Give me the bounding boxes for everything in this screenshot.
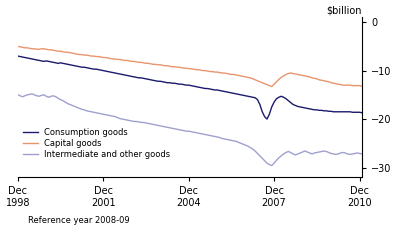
Capital goods [113,58,118,60]
Line: Consumption goods: Consumption goods [18,56,362,119]
Consumption goods [113,72,118,74]
Intermediate and other goods [30,92,35,95]
Capital goods [269,85,274,88]
Consumption goods [217,89,222,92]
Intermediate and other goods [103,113,108,116]
Capital goods [15,45,20,48]
Consumption goods [15,55,20,57]
Intermediate and other goods [115,116,120,119]
Legend: Consumption goods, Capital goods, Intermediate and other goods: Consumption goods, Capital goods, Interm… [22,127,172,160]
Consumption goods [101,69,106,72]
Capital goods [98,56,103,58]
Capital goods [360,85,364,87]
Consumption goods [360,111,364,114]
Text: Reference year 2008-09: Reference year 2008-09 [28,216,129,225]
Intermediate and other goods [191,131,196,133]
Intermediate and other goods [101,113,106,116]
Intermediate and other goods [220,137,224,140]
Capital goods [101,56,106,59]
Line: Capital goods: Capital goods [18,46,362,86]
Line: Intermediate and other goods: Intermediate and other goods [18,94,362,165]
Consumption goods [56,62,60,65]
Intermediate and other goods [15,94,20,96]
Intermediate and other goods [360,153,364,155]
Capital goods [189,67,193,70]
Capital goods [217,71,222,74]
Consumption goods [265,118,270,120]
Intermediate and other goods [58,98,63,101]
Consumption goods [98,69,103,72]
Intermediate and other goods [269,164,274,167]
Capital goods [56,50,60,53]
Text: $billion: $billion [326,6,362,16]
Consumption goods [189,84,193,87]
